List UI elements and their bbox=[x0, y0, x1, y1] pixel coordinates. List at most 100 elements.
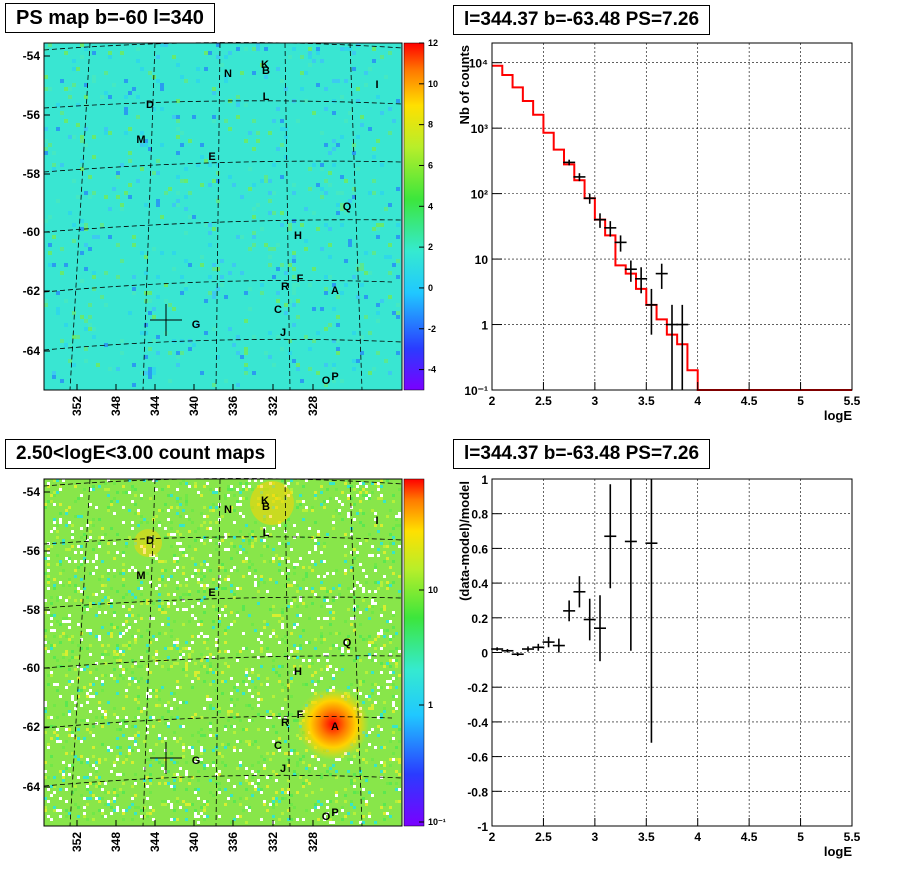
count-map-pixel bbox=[131, 599, 134, 602]
ps-map-pixel bbox=[252, 243, 256, 247]
count-map-pixel bbox=[113, 764, 116, 767]
ps-map-pixel bbox=[276, 291, 280, 295]
count-map-pixel bbox=[122, 506, 125, 509]
count-map-pixel bbox=[245, 671, 248, 674]
y-tick-label: 10 bbox=[475, 253, 489, 267]
ps-map-pixel bbox=[144, 139, 148, 143]
count-map-pixel bbox=[77, 590, 80, 593]
count-map-pixel bbox=[176, 662, 179, 665]
count-map-pixel bbox=[185, 482, 188, 485]
count-map-pixel bbox=[50, 614, 53, 617]
count-map-pixel bbox=[59, 788, 62, 791]
count-map-pixel bbox=[59, 740, 62, 743]
count-map-pixel bbox=[77, 776, 80, 779]
count-map-pixel bbox=[287, 809, 290, 812]
count-map-pixel bbox=[164, 632, 167, 635]
ps-map-pixel bbox=[108, 367, 112, 371]
count-map-pixel bbox=[206, 764, 209, 767]
count-map-pixel bbox=[95, 593, 98, 596]
count-map-pixel bbox=[275, 635, 278, 638]
count-map-pixel bbox=[344, 533, 347, 536]
count-map-pixel bbox=[329, 482, 332, 485]
count-map-pixel bbox=[191, 803, 194, 806]
count-map-pixel bbox=[83, 812, 86, 815]
count-map-pixel bbox=[59, 581, 62, 584]
count-map-pixel bbox=[95, 566, 98, 569]
ps-map-pixel bbox=[72, 67, 76, 71]
count-map-pixel bbox=[287, 542, 290, 545]
ps-map-pixel bbox=[312, 163, 316, 167]
count-map-pixel bbox=[221, 515, 224, 518]
ps-map-pixel bbox=[396, 187, 400, 191]
count-map-pixel bbox=[98, 776, 101, 779]
count-map-pixel bbox=[83, 557, 86, 560]
count-map-pixel bbox=[332, 812, 335, 815]
ps-map-pixel bbox=[44, 139, 48, 143]
ps-map-pixel bbox=[368, 191, 372, 195]
count-map-pixel bbox=[248, 485, 251, 488]
count-map-pixel bbox=[212, 680, 215, 683]
count-map-pixel bbox=[287, 557, 290, 560]
count-map-pixel bbox=[308, 566, 311, 569]
count-map-pixel bbox=[44, 710, 47, 713]
count-map-pixel bbox=[62, 539, 65, 542]
count-map-pixel bbox=[65, 509, 68, 512]
ps-map-pixel bbox=[376, 303, 380, 307]
ps-map-pixel bbox=[84, 319, 88, 323]
count-map-pixel bbox=[185, 500, 188, 503]
count-map-pixel bbox=[371, 545, 374, 548]
count-map-pixel bbox=[173, 620, 176, 623]
count-map-pixel bbox=[176, 500, 179, 503]
ps-map-pixel bbox=[244, 347, 248, 351]
ps-map-pixel bbox=[56, 199, 60, 203]
count-map-pixel bbox=[398, 512, 401, 515]
count-map-pixel bbox=[200, 728, 203, 731]
ps-map-pixel bbox=[220, 283, 224, 287]
ps-map-pixel bbox=[224, 79, 228, 83]
count-map-pixel bbox=[287, 788, 290, 791]
count-map-pixel bbox=[200, 761, 203, 764]
count-map-pixel bbox=[377, 485, 380, 488]
count-map-pixel bbox=[83, 539, 86, 542]
source-label: N bbox=[224, 504, 232, 516]
count-map-pixel bbox=[110, 599, 113, 602]
ps-map-pixel bbox=[228, 127, 232, 131]
ps-map-pixel bbox=[232, 183, 236, 187]
count-map-pixel bbox=[152, 752, 155, 755]
count-map-pixel bbox=[389, 764, 392, 767]
count-map-pixel bbox=[371, 794, 374, 797]
count-map-pixel bbox=[257, 782, 260, 785]
count-map-pixel bbox=[128, 590, 131, 593]
count-map-pixel bbox=[200, 584, 203, 587]
count-map-pixel bbox=[164, 803, 167, 806]
ps-map-pixel bbox=[80, 315, 84, 319]
count-map-pixel bbox=[365, 749, 368, 752]
count-map-pixel bbox=[167, 593, 170, 596]
count-map-pixel bbox=[347, 587, 350, 590]
count-map-pixel bbox=[278, 716, 281, 719]
count-map-pixel bbox=[167, 533, 170, 536]
ps-map-pixel bbox=[244, 291, 248, 295]
count-map-pixel bbox=[326, 500, 329, 503]
count-map-pixel bbox=[104, 782, 107, 785]
ps-map-pixel bbox=[296, 299, 300, 303]
count-map-pixel bbox=[98, 797, 101, 800]
count-map-pixel bbox=[65, 653, 68, 656]
count-map-pixel bbox=[173, 557, 176, 560]
count-map-pixel bbox=[269, 560, 272, 563]
count-map-pixel bbox=[89, 671, 92, 674]
ps-map-pixel bbox=[180, 75, 184, 79]
count-map-pixel bbox=[200, 716, 203, 719]
count-map-pixel bbox=[362, 587, 365, 590]
count-map-pixel bbox=[80, 590, 83, 593]
count-map-pixel bbox=[296, 818, 299, 821]
ps-map-pixel bbox=[292, 303, 296, 307]
count-map-pixel bbox=[260, 665, 263, 668]
count-map-pixel bbox=[68, 596, 71, 599]
count-map-pixel bbox=[95, 716, 98, 719]
count-map-pixel bbox=[389, 815, 392, 818]
count-map-pixel bbox=[110, 812, 113, 815]
count-map-pixel bbox=[215, 638, 218, 641]
count-map-pixel bbox=[233, 593, 236, 596]
count-map-pixel bbox=[239, 782, 242, 785]
